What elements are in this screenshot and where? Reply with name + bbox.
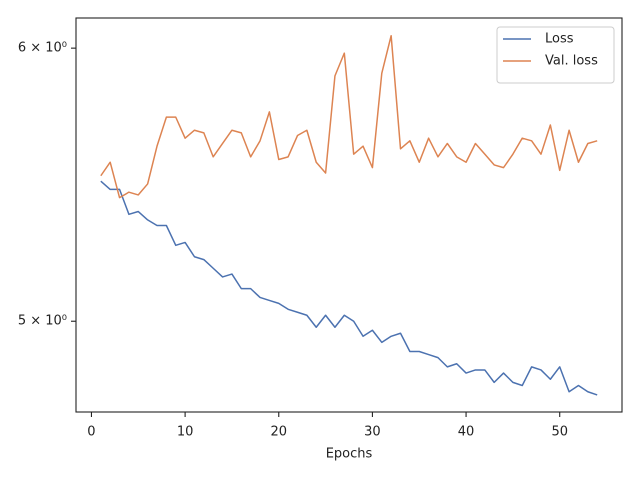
- legend: Loss Val. loss: [496, 26, 615, 84]
- x-tick-label: 30: [364, 425, 381, 440]
- legend-label: Val. loss: [545, 54, 598, 69]
- x-tick-label: 50: [551, 425, 568, 440]
- y-tick-label: 5 × 10⁰: [18, 314, 67, 329]
- series-line: [100, 34, 598, 199]
- plot-frame: [75, 17, 623, 413]
- x-tick-label: 0: [87, 425, 95, 440]
- x-tick-label: 20: [270, 425, 287, 440]
- y-tick-label: 6 × 10⁰: [18, 41, 67, 56]
- legend-box: [496, 26, 615, 84]
- legend-label: Loss: [545, 32, 574, 47]
- x-axis-label: Epochs: [326, 447, 373, 462]
- x-tick-label: 40: [458, 425, 475, 440]
- x-tick-label: 10: [177, 425, 194, 440]
- series-line: [100, 180, 598, 396]
